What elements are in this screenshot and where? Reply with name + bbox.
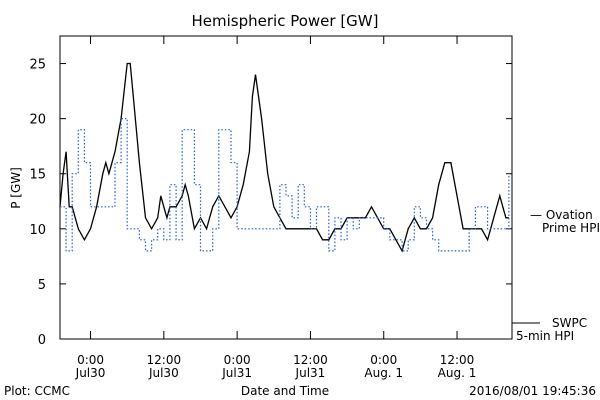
x-tick-label-time: 0:00 bbox=[224, 353, 251, 367]
y-tick-label: 20 bbox=[29, 113, 46, 128]
x-tick-label-time: 0:00 bbox=[370, 353, 397, 367]
legend-ovation-line2: Prime HPI bbox=[542, 221, 600, 235]
legend-ovation-line1: — Ovation bbox=[530, 208, 593, 222]
y-tick-label: 25 bbox=[29, 58, 46, 73]
y-axis-label: P [GW] bbox=[9, 167, 23, 209]
x-tick-label-time: 0:00 bbox=[77, 353, 104, 367]
swpc-hpi-line bbox=[59, 62, 509, 253]
chart-title: Hemispheric Power [GW] bbox=[192, 12, 379, 30]
x-tick-label-time: 12:00 bbox=[293, 353, 328, 367]
x-axis-label: Date and Time bbox=[241, 384, 329, 398]
x-tick-label-date: Aug. 1 bbox=[364, 366, 403, 380]
y-tick-label: 5 bbox=[38, 278, 46, 293]
y-tick-label: 0 bbox=[38, 333, 46, 348]
x-tick-label-date: Aug. 1 bbox=[438, 366, 477, 380]
legend-swpc-line2: 5-min HPI bbox=[516, 329, 574, 343]
y-axis: 0 5 10 15 20 25 bbox=[29, 58, 512, 348]
legend-swpc-line1: SWPC bbox=[552, 316, 587, 330]
ovation-prime-hpi-line bbox=[60, 118, 510, 252]
plot-timestamp: 2016/08/01 19:45:36 bbox=[469, 384, 596, 398]
series-layer bbox=[59, 62, 510, 253]
x-tick-label-time: 12:00 bbox=[147, 353, 182, 367]
x-tick-label-date: Jul31 bbox=[295, 366, 326, 380]
x-tick-label-time: 12:00 bbox=[440, 353, 475, 367]
y-tick-label: 15 bbox=[29, 168, 46, 183]
x-tick-label-date: Jul30 bbox=[75, 366, 106, 380]
x-tick-label-date: Jul31 bbox=[221, 366, 252, 380]
x-axis: 0:00Jul3012:00Jul300:00Jul3112:00Jul310:… bbox=[75, 36, 477, 380]
plot-frame bbox=[59, 35, 513, 340]
y-tick-label: 10 bbox=[29, 223, 46, 238]
plot-credit: Plot: CCMC bbox=[4, 384, 70, 398]
x-tick-label-date: Jul30 bbox=[148, 366, 179, 380]
